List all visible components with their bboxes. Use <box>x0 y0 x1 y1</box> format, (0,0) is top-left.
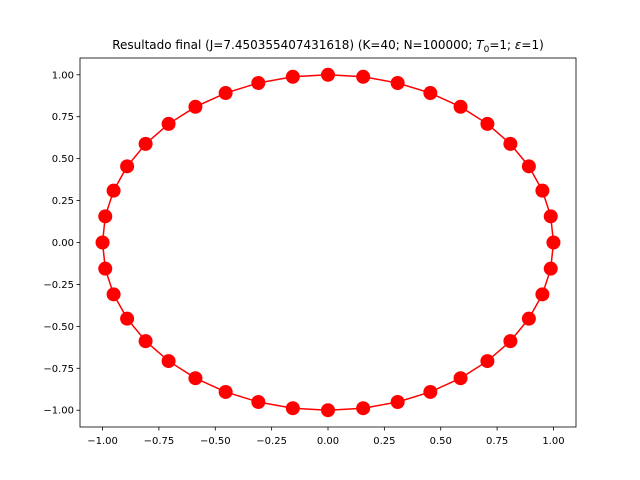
data-point <box>120 311 135 326</box>
y-tick-label: 0.00 <box>52 238 74 249</box>
data-point <box>98 261 113 276</box>
data-point <box>543 209 558 224</box>
data-point <box>546 235 561 250</box>
y-tick-label: 0.75 <box>52 112 74 123</box>
data-point <box>161 354 176 369</box>
data-point <box>321 67 335 82</box>
data-point <box>285 401 300 416</box>
data-point <box>251 395 266 410</box>
x-tick-label: 0.25 <box>373 436 395 447</box>
data-point <box>453 99 468 114</box>
data-point <box>453 371 468 386</box>
data-point <box>535 183 550 198</box>
x-tick-label: −0.50 <box>200 436 231 447</box>
series-layer <box>95 67 561 418</box>
data-point <box>390 395 405 410</box>
plot-area <box>79 57 577 428</box>
data-point <box>480 116 495 131</box>
data-point <box>98 209 113 224</box>
x-tick-label: 1.00 <box>542 436 564 447</box>
data-point <box>188 371 203 386</box>
data-point <box>423 86 438 101</box>
data-point <box>543 261 558 276</box>
data-point <box>356 401 371 416</box>
data-point <box>138 136 153 151</box>
data-point <box>285 69 300 84</box>
data-point <box>188 99 203 114</box>
data-point <box>535 287 550 302</box>
x-tick-label: −0.75 <box>144 436 175 447</box>
data-point <box>503 136 518 151</box>
data-point <box>356 69 371 84</box>
x-tick-label: 0.00 <box>317 436 339 447</box>
data-point <box>521 311 536 326</box>
y-tick-label: −0.25 <box>43 280 74 291</box>
data-point <box>503 334 518 349</box>
data-point <box>218 86 233 101</box>
data-point <box>321 403 335 418</box>
y-axis: −1.00 −0.75 −0.50 −0.25 0.00 0.25 0.50 0.75 1.00 <box>43 70 80 417</box>
y-tick-label: −1.00 <box>43 406 74 417</box>
y-tick-label: 0.25 <box>52 196 74 207</box>
data-point <box>480 354 495 369</box>
chart-title: Resultado final (J=7.450355407431618) (K… <box>112 38 544 55</box>
x-tick-label: 0.75 <box>486 436 508 447</box>
data-point <box>106 287 121 302</box>
y-tick-label: 1.00 <box>52 70 74 81</box>
y-tick-label: 0.50 <box>52 154 74 165</box>
data-point <box>161 116 176 131</box>
x-tick-label: 0.50 <box>430 436 452 447</box>
data-point <box>120 159 135 174</box>
x-axis: −1.00 −0.75 −0.50 −0.25 0.00 0.25 0.50 0.75 1.00 <box>87 427 565 447</box>
data-point <box>106 183 121 198</box>
data-point <box>423 384 438 399</box>
data-point <box>390 75 405 90</box>
y-tick-label: −0.75 <box>43 364 74 375</box>
data-point <box>251 75 266 90</box>
data-point <box>218 384 233 399</box>
data-point <box>95 235 110 250</box>
y-tick-label: −0.50 <box>43 322 74 333</box>
data-point <box>138 334 153 349</box>
data-point <box>521 159 536 174</box>
x-tick-label: −0.25 <box>256 436 287 447</box>
x-tick-label: −1.00 <box>87 436 118 447</box>
